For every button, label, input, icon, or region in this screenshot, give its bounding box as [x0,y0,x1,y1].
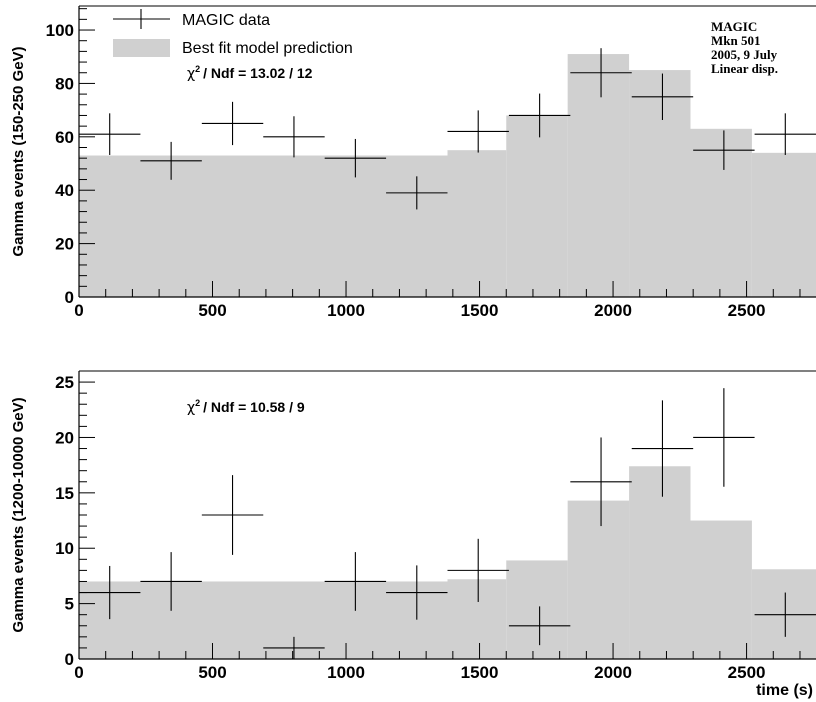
x-tick-label: 2000 [594,663,632,682]
legend-model-label: Best fit model prediction [182,40,353,57]
model-bin [690,520,752,659]
y-axis-label: Gamma events (150-250 GeV) [10,46,27,256]
model-bin [506,560,568,659]
x-tick-label: 0 [74,663,83,682]
info-line: Linear disp. [711,61,778,76]
model-bin [690,128,752,297]
x-tick-label: 2000 [594,301,632,320]
chi2-annotation: χ2/ Ndf = 13.02 / 12 [187,64,313,82]
data-point [263,116,325,158]
model-bin [751,152,816,297]
model-bin [567,54,630,297]
y-tick-label: 10 [55,539,74,558]
model-bin [506,115,568,298]
legend-data-label: MAGIC data [182,12,270,29]
data-point [324,552,387,611]
x-tick-label: 500 [198,663,226,682]
x-tick-label: 1500 [461,301,499,320]
data-point [693,130,755,170]
data-point [324,138,387,178]
y-axis-label: Gamma events (1200-10000 GeV) [10,397,27,632]
model-bin [447,579,507,659]
data-point [447,110,509,153]
info-line: MAGIC [711,19,757,34]
data-point [508,93,571,138]
data-point [140,552,202,611]
data-point [570,48,632,98]
data-point [386,176,448,210]
model-bin [567,500,630,659]
model-bin [79,581,448,659]
data-point [79,565,141,620]
legend: MAGIC data Best fit model prediction [113,9,353,57]
x-axis-label: time (s) [756,682,813,699]
data-point [140,141,202,180]
data-point [754,113,816,155]
data-point [263,636,325,659]
x-tick-label: 1500 [461,663,499,682]
x-tick-label: 0 [74,301,83,320]
data-point [447,538,509,602]
data-point [386,565,448,620]
model-bin [629,70,691,297]
model-bin [751,569,816,659]
x-tick-label: 500 [198,301,226,320]
data-point [201,475,264,555]
data-point [754,592,816,637]
x-tick-label: 1000 [327,301,365,320]
y-tick-label: 40 [55,181,74,200]
x-tick-label: 1000 [327,663,365,682]
y-tick-label: 25 [55,373,74,392]
data-point [201,101,264,146]
y-tick-label: 0 [65,650,74,669]
data-point [631,73,694,120]
data-point [693,388,755,487]
data-point [79,113,141,155]
info-line: Mkn 501 [711,33,760,48]
y-tick-label: 5 [65,595,74,614]
y-tick-label: 20 [55,235,74,254]
y-tick-label: 60 [55,128,74,147]
x-tick-label: 2500 [728,663,766,682]
y-tick-label: 100 [46,21,74,40]
info-line: 2005, 9 July [711,47,778,62]
data-point [570,437,632,527]
legend-model-swatch [113,39,170,57]
bottom-panel: 0 5 10 15 20 25 0 500 1000 1500 2000 2500 Gamma even… [10,370,816,699]
y-tick-label: 80 [55,74,74,93]
chi2-annotation: χ2/ Ndf = 10.58 / 9 [187,398,305,416]
data-point [631,400,694,497]
data-point [508,606,571,646]
y-tick-label: 0 [65,288,74,307]
x-tick-label: 2500 [728,301,766,320]
model-bin [447,150,507,297]
y-tick-label: 15 [55,484,74,503]
model-bin [79,155,448,297]
model-bin [629,466,691,659]
y-tick-label: 20 [55,428,74,447]
